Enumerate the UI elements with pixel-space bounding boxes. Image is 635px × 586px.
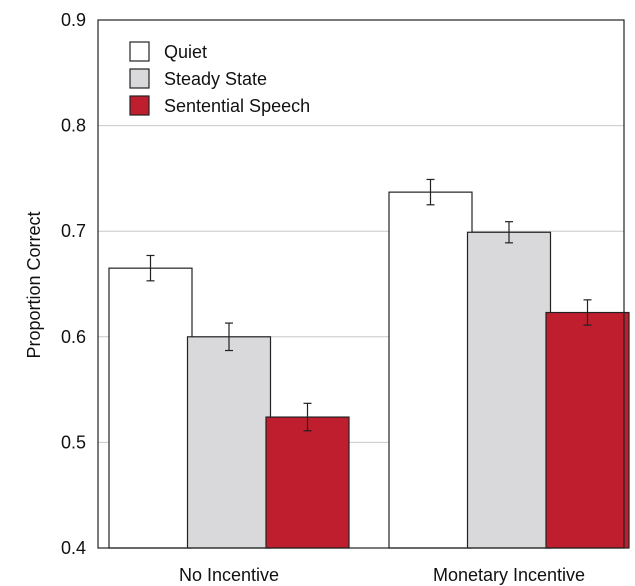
plot-frame — [97, 19, 625, 549]
y-tick-label: 0.8 — [61, 116, 86, 136]
legend-swatch — [129, 68, 150, 89]
bar — [466, 231, 552, 549]
x-category-label: Monetary Incentive — [433, 565, 585, 585]
legend-swatch — [129, 95, 150, 116]
legend-swatch — [129, 41, 150, 62]
legend-label: Steady State — [164, 69, 267, 89]
legend-label: Sentential Speech — [164, 96, 310, 116]
y-tick-label: 0.9 — [61, 10, 86, 30]
x-category-labels: No Incentive Monetary Incentive — [179, 565, 585, 585]
bars — [108, 178, 630, 549]
bar — [108, 267, 193, 549]
y-tick-label: 0.7 — [61, 221, 86, 241]
bar — [186, 336, 272, 549]
y-tick-label: 0.5 — [61, 432, 86, 452]
y-tick-label: 0.6 — [61, 327, 86, 347]
bar — [545, 311, 630, 549]
legend: Quiet Steady State Sentential Speech — [129, 41, 310, 116]
y-tick-labels: 0.4 0.5 0.6 0.7 0.8 0.9 — [61, 10, 86, 558]
bar — [388, 191, 473, 549]
y-axis-title: Proportion Correct — [24, 211, 44, 358]
bar — [265, 416, 350, 549]
x-category-label: No Incentive — [179, 565, 279, 585]
y-tick-label: 0.4 — [61, 538, 86, 558]
legend-label: Quiet — [164, 42, 207, 62]
